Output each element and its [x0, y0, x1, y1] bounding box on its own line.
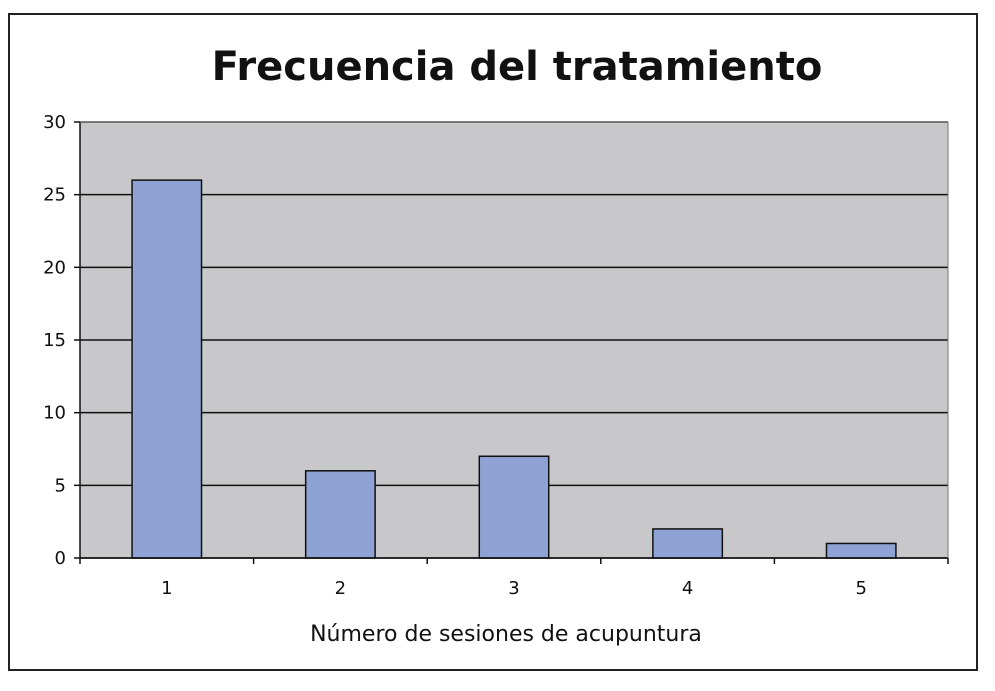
x-tick-label: 5 — [855, 578, 866, 599]
bar-2 — [304, 470, 376, 559]
y-tick-labels: 0 5 10 15 20 25 30 — [43, 112, 66, 569]
y-tick-label: 20 — [43, 257, 66, 278]
chart-title: Frecuencia del tratamiento — [212, 44, 823, 90]
x-tick-label: 2 — [335, 578, 346, 599]
x-axis-label: Número de sesiones de acupuntura — [310, 622, 702, 647]
y-tick-label: 15 — [43, 330, 66, 351]
y-tick-label: 10 — [43, 403, 66, 424]
bar-4 — [652, 528, 724, 559]
x-tick-label: 3 — [508, 578, 519, 599]
bar-5 — [825, 542, 897, 559]
bar-1 — [131, 179, 203, 559]
y-tick-label: 25 — [43, 185, 66, 206]
bar-3 — [478, 455, 550, 559]
y-tick-label: 0 — [55, 548, 66, 569]
y-tick-label: 5 — [55, 475, 66, 496]
y-tick-label: 30 — [43, 112, 66, 133]
x-tick-label: 4 — [682, 578, 693, 599]
axes — [74, 121, 949, 564]
x-tick-labels: 1 2 3 4 5 — [161, 578, 867, 599]
x-tick-label: 1 — [161, 578, 172, 599]
